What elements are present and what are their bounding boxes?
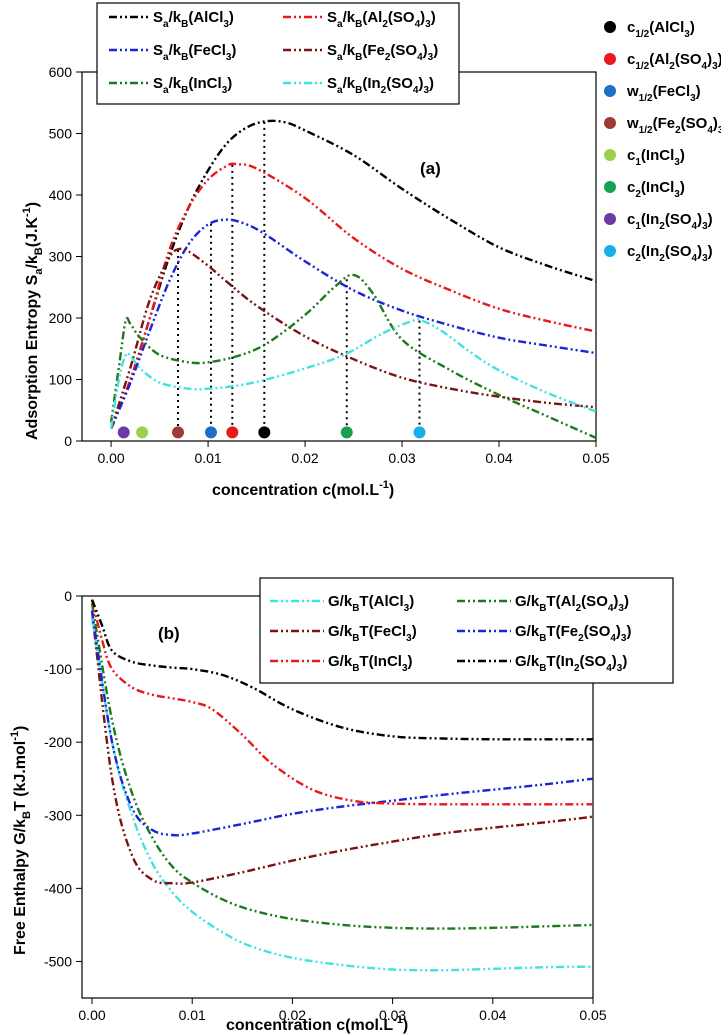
marker-legend-label: c1(In2(SO4)3) — [627, 211, 713, 232]
marker-legend-label: w1/2(Fe2(SO4)3) — [626, 115, 721, 136]
markers-group-a — [117, 426, 426, 439]
marker-legend-label: c2(In2(SO4)3) — [627, 243, 713, 264]
y-tick-label: 400 — [49, 187, 73, 203]
legend-b: G/kBT(AlCl3) G/kBT(Al2(SO4)3) G/kBT(FeCl3)… — [259, 577, 674, 684]
legend-label: Sa/kB(Al2(SO4)3) — [327, 9, 436, 30]
x-axis-ticks-a: 0.00 0.01 0.02 0.03 0.04 0.05 — [97, 441, 610, 466]
x-tick-label: 0.04 — [485, 450, 512, 466]
y-tick-label: 0 — [64, 433, 72, 449]
legend-label: G/kBT(In2(SO4)3) — [515, 653, 627, 674]
x-axis-label-a: concentration c(mol.L-1) — [212, 479, 394, 499]
marker-legend-label: c1/2(Al2(SO4)3) — [627, 51, 721, 72]
legend-label: Sa/kB(Fe2(SO4)3) — [327, 42, 438, 63]
series-group-a — [109, 119, 597, 439]
y-tick-label: 0 — [64, 588, 72, 604]
plot-frame-a — [81, 71, 597, 442]
legend-label: Sa/kB(InCl3) — [153, 75, 232, 96]
marker-legend-label: w1/2(FeCl3) — [626, 83, 701, 104]
y-tick-label: -400 — [44, 880, 72, 896]
panel-label-b: (b) — [158, 624, 180, 643]
y-axis-ticks-a: 0 100 200 300 400 500 600 — [49, 64, 82, 449]
legend-a: Sa/kB(AlCl3) Sa/kB(Al2(SO4)3) Sa/kB(FeCl3)… — [96, 2, 460, 105]
marker-legend-dot — [604, 245, 616, 257]
y-tick-label: 300 — [49, 249, 73, 265]
legend-label: G/kBT(InCl3) — [328, 653, 413, 674]
x-tick-label: 0.03 — [379, 1007, 406, 1023]
x-tick-label: 0.01 — [179, 1007, 206, 1023]
x-tick-label: 0.02 — [291, 450, 318, 466]
legend-label: G/kBT(Fe2(SO4)3) — [515, 623, 631, 644]
y-axis-label-b: Free Enthalpy G/kBT (kJ.mol-1) — [9, 726, 33, 955]
marker-legend-dot — [604, 85, 616, 97]
marker-legend-label: c2(InCl3) — [627, 179, 685, 200]
series-line-5 — [90, 599, 593, 806]
chart-panel-a: 0.00 0.01 0.02 0.03 0.04 0.05 0 100 200 300 400 50… — [21, 2, 721, 499]
series-group-b — [90, 599, 594, 972]
y-tick-label: 500 — [49, 126, 73, 142]
series-line-4 — [109, 247, 597, 430]
y-tick-label: -300 — [44, 807, 72, 823]
x-tick-label: 0.01 — [194, 450, 221, 466]
marker-legend-dot — [604, 149, 616, 161]
series-line-3 — [109, 218, 597, 430]
x-tick-label: 0.03 — [388, 450, 415, 466]
y-tick-label: -500 — [44, 953, 72, 969]
series-line-2 — [90, 603, 594, 930]
marker-legend-dot — [604, 53, 616, 65]
chart-panel-b: 0.00 0.01 0.02 0.03 0.04 0.05 0 -100 -200 -300 -4… — [9, 577, 674, 1034]
marker-dot — [172, 426, 185, 439]
legend-box-b — [259, 577, 674, 684]
marker-legend-dot — [604, 181, 616, 193]
series-line-6 — [90, 599, 593, 741]
legend-label: G/kBT(Al2(SO4)3) — [515, 593, 629, 614]
x-axis-label-b: concentration c(mol.L-1) — [226, 1014, 408, 1034]
marker-legend-dot — [604, 21, 616, 33]
x-tick-label: 0.02 — [279, 1007, 306, 1023]
y-tick-label: 200 — [49, 310, 73, 326]
marker-legend-label: c1(InCl3) — [627, 147, 685, 168]
marker-droplines-a — [177, 121, 421, 433]
x-tick-label: 0.00 — [97, 450, 124, 466]
y-tick-label: 600 — [49, 64, 73, 80]
marker-dot — [413, 426, 426, 439]
marker-dot — [117, 426, 130, 439]
marker-dot — [258, 426, 271, 439]
marker-dot — [340, 426, 353, 439]
panel-label-a: (a) — [420, 159, 441, 178]
y-axis-ticks-b: 0 -100 -200 -300 -400 -500 — [44, 588, 82, 969]
series-line-3 — [90, 610, 594, 885]
series-line-6 — [109, 318, 597, 429]
x-tick-label: 0.05 — [579, 1007, 606, 1023]
y-tick-label: 100 — [49, 372, 73, 388]
marker-dot — [204, 426, 217, 439]
x-tick-label: 0.00 — [78, 1007, 105, 1023]
series-line-1 — [90, 617, 594, 972]
marker-legend-dot — [604, 213, 616, 225]
marker-legend-dot — [604, 117, 616, 129]
series-line-4 — [90, 610, 594, 837]
marker-legend-label: c1/2(AlCl3) — [627, 19, 695, 40]
series-line-5 — [109, 273, 597, 439]
legend-label: Sa/kB(AlCl3) — [153, 9, 234, 30]
legend-label: Sa/kB(In2(SO4)3) — [327, 75, 434, 96]
y-tick-label: -200 — [44, 734, 72, 750]
x-axis-ticks-b: 0.00 0.01 0.02 0.03 0.04 0.05 — [78, 998, 607, 1023]
marker-dot — [226, 426, 239, 439]
x-tick-label: 0.04 — [479, 1007, 506, 1023]
marker-legend-a: c1/2(AlCl3) c1/2(Al2(SO4)3) w1/2(FeCl3) w1/… — [604, 19, 721, 264]
legend-label: G/kBT(AlCl3) — [328, 593, 414, 614]
legend-label: Sa/kB(FeCl3) — [153, 42, 236, 63]
legend-box-a — [96, 2, 460, 105]
x-tick-label: 0.05 — [582, 450, 609, 466]
legend-label: G/kBT(FeCl3) — [328, 623, 417, 644]
y-axis-label-a: Adsorption Entropy Sa/kB(J.K-1) — [21, 202, 45, 440]
y-tick-label: -100 — [44, 661, 72, 677]
marker-dot — [136, 426, 149, 439]
